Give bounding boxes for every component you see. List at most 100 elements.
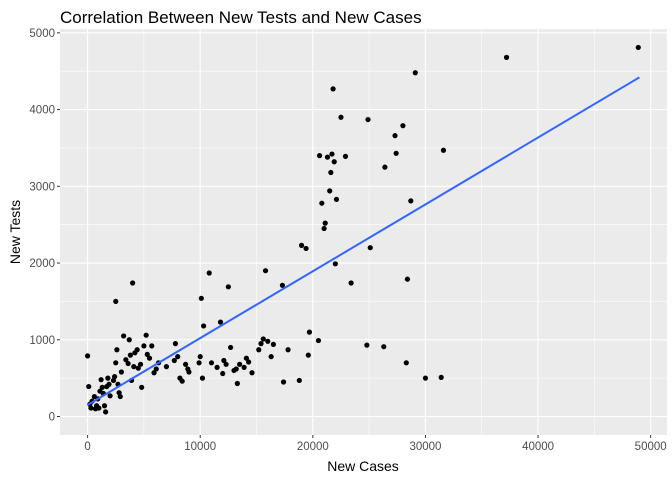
data-point [225,284,231,290]
data-point [260,336,266,342]
data-point [130,280,136,286]
data-point [127,352,133,358]
data-point [113,298,119,305]
data-point [175,354,181,360]
data-point [322,220,328,226]
data-point [332,261,338,267]
data-point [408,198,414,204]
data-point [243,355,249,361]
x-tick-labels: 0 10000 20000 30000 40000 50000 [84,441,666,453]
y-tick-label: 3000 [29,181,55,193]
trend-line [87,76,640,406]
data-point [179,378,185,384]
data-point [106,381,112,387]
data-point [223,361,229,367]
data-point [285,347,291,353]
data-point [246,359,252,365]
data-point [221,357,227,364]
data-point [135,365,141,371]
data-point [280,379,287,385]
data-point [403,360,409,366]
data-point [96,405,102,411]
data-point [118,369,124,375]
data-point [319,200,325,206]
data-point [125,360,131,367]
data-point [105,375,111,381]
data-point [103,409,109,415]
data-point [393,150,399,156]
data-point [382,164,388,170]
y-tick-label: 4000 [29,105,55,117]
data-point [258,341,264,347]
data-point [123,357,129,363]
data-point [220,370,226,377]
data-point [503,54,510,60]
data-point [134,347,140,353]
data-point [112,374,118,380]
data-point [327,188,333,194]
data-point [234,380,240,387]
x-tick-label: 40000 [522,441,554,453]
data-point [328,169,334,176]
data-point [214,364,220,370]
data-point [279,282,286,288]
y-tick-label: 2000 [29,258,55,270]
data-point [364,342,370,348]
major-gridlines [60,29,667,435]
data-point [392,133,398,139]
data-point [131,364,137,370]
data-point [143,332,149,338]
data-point [126,337,132,343]
data-point [146,355,153,361]
data-point [438,374,444,380]
data-point [329,151,335,157]
axis-ticks [57,32,652,438]
data-point [199,375,206,381]
minor-gridlines [60,29,667,435]
data-point [237,361,243,367]
x-tick-label: 0 [84,441,90,453]
data-point [316,153,323,159]
data-point [171,357,177,364]
data-point [113,360,119,366]
x-tick-label: 50000 [635,441,667,453]
data-point [196,360,202,366]
data-point [233,366,239,372]
y-tick-label: 1000 [29,335,55,347]
data-point [440,147,447,153]
data-point [321,225,327,232]
data-point [121,333,127,339]
data-point [208,360,215,366]
data-point [206,270,212,276]
data-point [99,384,105,390]
data-point [88,405,94,411]
data-point [256,347,262,353]
data-points [84,44,641,415]
data-point [98,377,104,383]
data-point [139,384,145,390]
data-point [404,276,411,282]
data-point [86,383,92,390]
data-point [186,369,192,375]
data-point [137,361,144,367]
x-tick-label: 30000 [409,441,441,453]
data-point [241,364,247,370]
data-point [422,375,429,381]
data-point [342,153,349,159]
data-point [217,319,224,325]
data-point [400,123,406,129]
data-point [635,44,641,51]
data-point [265,338,271,344]
x-tick-label: 10000 [184,441,216,453]
data-point [200,323,207,329]
data-point [330,86,336,92]
data-point [172,341,179,347]
data-point [365,116,371,123]
plot-panel [60,29,667,435]
data-point [338,114,344,120]
x-tick-label: 20000 [297,441,329,453]
data-point [117,393,123,400]
data-point [412,70,418,76]
